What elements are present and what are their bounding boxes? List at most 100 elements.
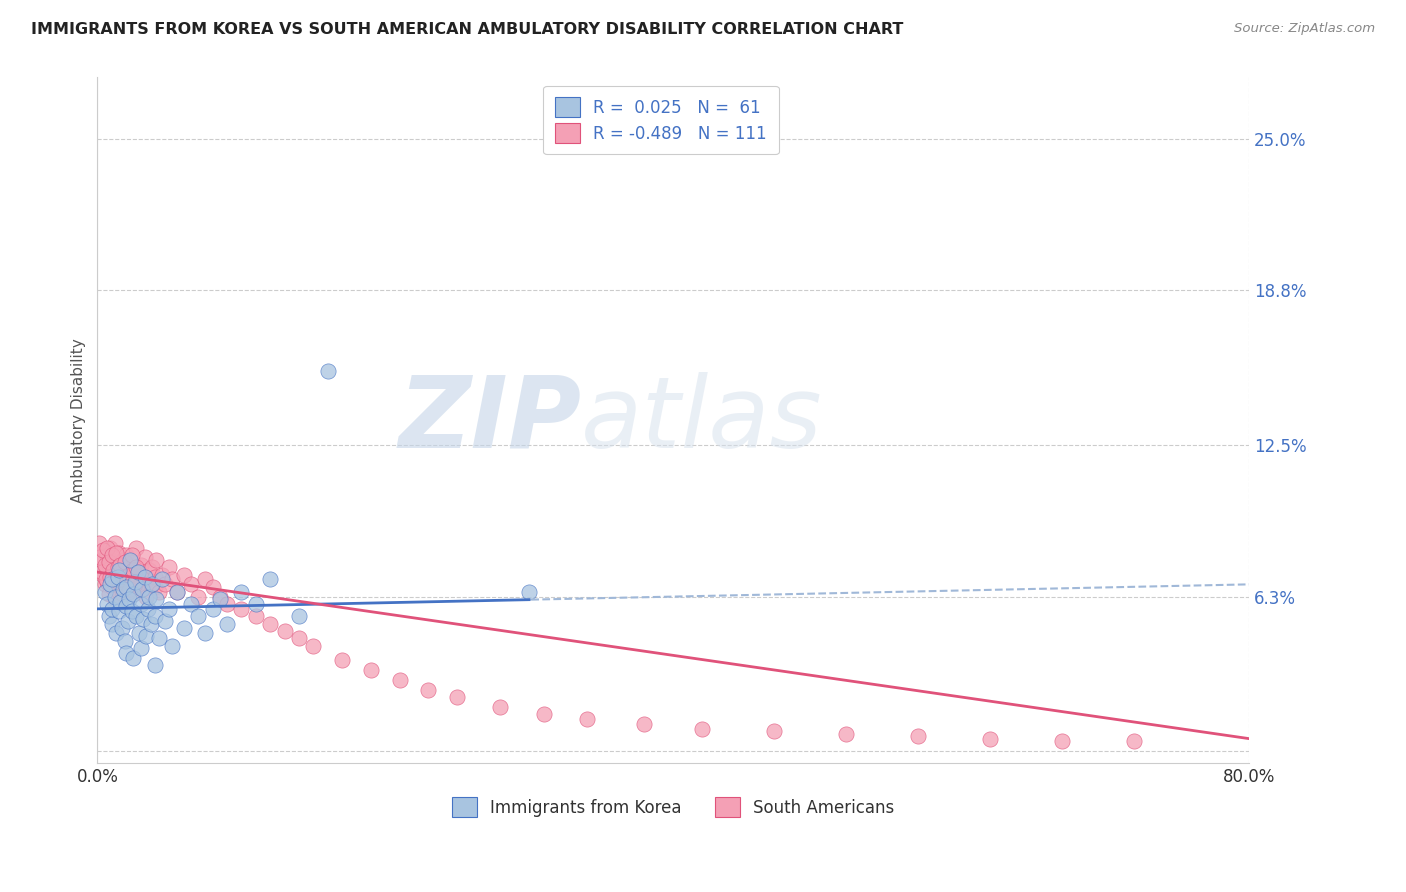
Point bbox=[97, 609, 120, 624]
Point bbox=[979, 731, 1001, 746]
Point bbox=[131, 582, 153, 597]
Point bbox=[194, 573, 217, 587]
Point bbox=[100, 573, 122, 587]
Point bbox=[388, 673, 411, 687]
Point bbox=[100, 580, 122, 594]
Point bbox=[231, 584, 253, 599]
Point bbox=[105, 545, 128, 559]
Point bbox=[160, 573, 183, 587]
Point bbox=[907, 729, 929, 743]
Point bbox=[1123, 734, 1146, 748]
Point bbox=[107, 560, 129, 574]
Point bbox=[120, 560, 142, 574]
Point bbox=[124, 574, 146, 589]
Point bbox=[115, 548, 138, 562]
Point bbox=[90, 553, 112, 567]
Point bbox=[108, 563, 131, 577]
Point bbox=[215, 616, 238, 631]
Point bbox=[129, 597, 152, 611]
Point bbox=[93, 584, 115, 599]
Point bbox=[122, 555, 145, 569]
Point bbox=[131, 567, 153, 582]
Point bbox=[575, 712, 598, 726]
Text: Source: ZipAtlas.com: Source: ZipAtlas.com bbox=[1234, 22, 1375, 36]
Point bbox=[100, 616, 122, 631]
Point bbox=[100, 548, 122, 562]
Point bbox=[173, 567, 195, 582]
Point bbox=[96, 548, 118, 562]
Point bbox=[96, 597, 118, 611]
Point bbox=[215, 597, 238, 611]
Point bbox=[91, 543, 114, 558]
Point bbox=[128, 565, 150, 579]
Point bbox=[148, 584, 170, 599]
Point bbox=[446, 690, 468, 704]
Point bbox=[98, 541, 121, 555]
Point bbox=[107, 555, 129, 569]
Point bbox=[120, 582, 142, 597]
Point bbox=[93, 543, 115, 558]
Point bbox=[166, 584, 188, 599]
Point bbox=[104, 535, 127, 549]
Point bbox=[127, 580, 149, 594]
Point bbox=[98, 570, 121, 584]
Point bbox=[139, 577, 162, 591]
Point bbox=[187, 590, 209, 604]
Point bbox=[157, 560, 180, 574]
Point bbox=[208, 590, 231, 604]
Point bbox=[104, 577, 127, 591]
Point bbox=[136, 573, 159, 587]
Point bbox=[690, 722, 713, 736]
Point bbox=[763, 724, 786, 739]
Point bbox=[259, 616, 281, 631]
Point bbox=[97, 555, 120, 569]
Y-axis label: Ambulatory Disability: Ambulatory Disability bbox=[72, 338, 86, 503]
Point bbox=[108, 545, 131, 559]
Point bbox=[118, 592, 141, 607]
Point bbox=[89, 550, 111, 565]
Point bbox=[96, 541, 118, 555]
Point bbox=[98, 577, 121, 591]
Point bbox=[90, 565, 112, 579]
Point bbox=[533, 707, 555, 722]
Point bbox=[835, 727, 858, 741]
Point bbox=[194, 626, 217, 640]
Point bbox=[118, 574, 141, 589]
Point bbox=[517, 584, 540, 599]
Point bbox=[153, 577, 176, 591]
Point bbox=[145, 592, 167, 607]
Point bbox=[180, 577, 202, 591]
Point bbox=[111, 577, 134, 591]
Point bbox=[143, 609, 166, 624]
Point bbox=[208, 592, 231, 607]
Point bbox=[97, 558, 120, 572]
Point bbox=[110, 594, 132, 608]
Point bbox=[129, 574, 152, 589]
Point bbox=[97, 587, 120, 601]
Point bbox=[141, 560, 163, 574]
Point bbox=[288, 609, 311, 624]
Point bbox=[121, 570, 143, 584]
Point bbox=[166, 584, 188, 599]
Point bbox=[108, 574, 131, 589]
Point bbox=[105, 573, 128, 587]
Point bbox=[633, 717, 655, 731]
Point bbox=[110, 558, 132, 572]
Point bbox=[117, 614, 139, 628]
Point bbox=[115, 646, 138, 660]
Point bbox=[114, 567, 136, 582]
Point bbox=[141, 577, 163, 591]
Point bbox=[157, 602, 180, 616]
Point bbox=[112, 587, 135, 601]
Point bbox=[105, 626, 128, 640]
Point bbox=[104, 592, 127, 607]
Point bbox=[108, 584, 131, 599]
Point bbox=[330, 653, 353, 667]
Point bbox=[122, 587, 145, 601]
Point bbox=[418, 682, 440, 697]
Point bbox=[132, 612, 155, 626]
Text: IMMIGRANTS FROM KOREA VS SOUTH AMERICAN AMBULATORY DISABILITY CORRELATION CHART: IMMIGRANTS FROM KOREA VS SOUTH AMERICAN … bbox=[31, 22, 903, 37]
Point bbox=[128, 626, 150, 640]
Point bbox=[121, 548, 143, 562]
Point bbox=[139, 616, 162, 631]
